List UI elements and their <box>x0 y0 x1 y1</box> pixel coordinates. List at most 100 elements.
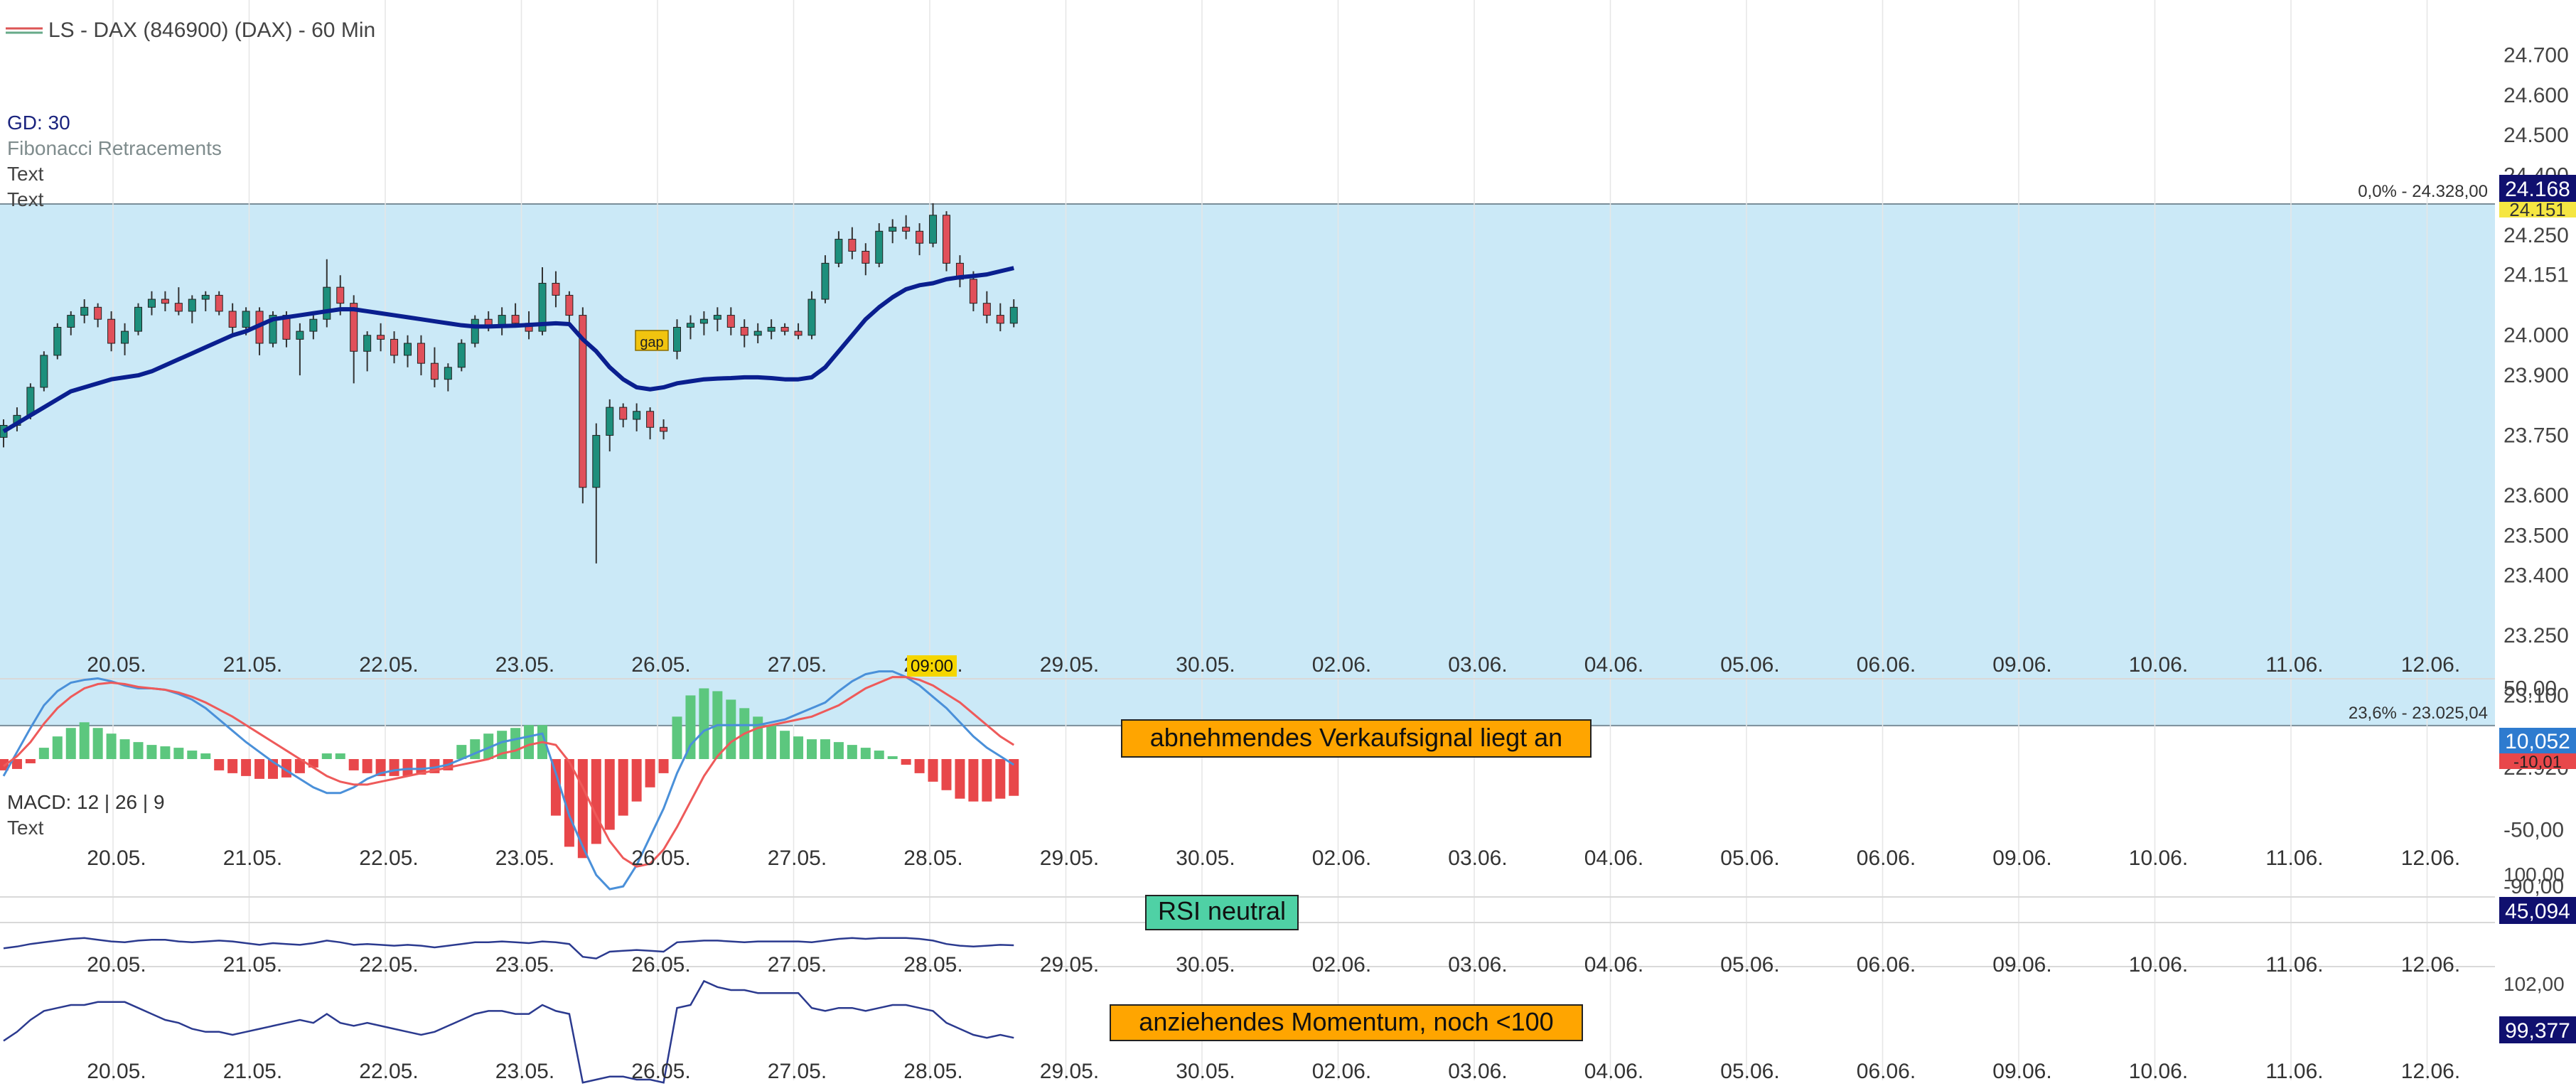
candle <box>673 326 681 352</box>
price-badge-current <box>2499 175 2576 202</box>
macd-histogram-bar <box>982 759 992 802</box>
text-label: Text <box>7 163 44 185</box>
macd-histogram-bar <box>820 739 830 759</box>
momentum-x-tick-label: 03.06. <box>1448 1060 1507 1083</box>
macd-histogram-bar <box>807 739 817 759</box>
candle <box>943 215 950 264</box>
macd-histogram-bar <box>726 699 736 759</box>
price-y-tick-label: 23.250 <box>2503 624 2569 647</box>
candle <box>121 330 129 344</box>
macd-histogram-bar <box>847 745 857 759</box>
macd-x-tick-label: 26.05. <box>631 846 690 870</box>
momentum-badge <box>2499 1016 2576 1043</box>
macd-histogram-bar <box>25 759 36 763</box>
rsi-x-tick-label: 04.06. <box>1584 953 1643 977</box>
macd-histogram-bar <box>604 759 615 830</box>
candle <box>821 262 830 300</box>
price-y-tick-label: 24.250 <box>2503 224 2569 247</box>
signal-line <box>3 676 1015 868</box>
price-x-tick-label: 27.05. <box>768 653 827 677</box>
rsi-badge <box>2499 897 2576 924</box>
momentum-annotation-box <box>1110 1004 1583 1041</box>
macd-histogram-bar <box>887 756 898 759</box>
candle <box>794 330 803 336</box>
candle <box>740 326 748 336</box>
price-x-tick-label: 21.05. <box>223 653 282 677</box>
price-x-tick-label: 30.05. <box>1176 653 1235 677</box>
macd-x-tick-label: 04.06. <box>1584 846 1643 870</box>
macd-badge-text: 10,052 <box>2505 730 2570 753</box>
momentum-x-tick-label: 28.05. <box>903 1060 962 1083</box>
candle <box>916 230 924 244</box>
price-x-tick-label: 12.06. <box>2401 653 2460 677</box>
price-x-tick-label: 29.05. <box>1040 653 1099 677</box>
momentum-x-tick-label: 26.05. <box>631 1060 690 1083</box>
macd-histogram-bar <box>200 753 211 759</box>
candle <box>430 362 439 380</box>
candle <box>996 315 1004 324</box>
momentum-x-tick-label: 09.06. <box>1992 1060 2051 1083</box>
candle <box>807 299 816 336</box>
candle <box>579 315 587 488</box>
macd-x-tick-label: 02.06. <box>1312 846 1371 870</box>
price-x-tick-label: 05.06. <box>1720 653 1779 677</box>
rsi-x-tick-label: 05.06. <box>1720 953 1779 977</box>
candle <box>511 315 520 324</box>
macd-histogram-bar <box>550 759 561 816</box>
price-x-tick-label: 04.06. <box>1584 653 1643 677</box>
macd-text-label: Text <box>7 817 44 839</box>
macd-histogram-bar <box>941 759 952 790</box>
fib-label: Fibonacci Retracements <box>7 137 222 159</box>
rsi-x-tick-label: 27.05. <box>768 953 827 977</box>
candle <box>538 283 547 332</box>
price-y-tick-label: 24.151 <box>2503 264 2569 287</box>
momentum-x-tick-label: 11.06. <box>2265 1060 2323 1083</box>
momentum-x-tick-label: 12.06. <box>2401 1060 2460 1083</box>
candle <box>444 367 452 380</box>
candle <box>848 239 857 252</box>
macd-histogram-bar <box>618 759 628 816</box>
macd-histogram-bar <box>780 731 790 759</box>
macd-histogram-bar <box>416 759 426 775</box>
macd-histogram-bar <box>658 759 669 773</box>
candle <box>107 318 116 344</box>
ma-label: GD: 30 <box>7 112 70 134</box>
macd-x-tick-label: 27.05. <box>768 846 827 870</box>
momentum-x-tick-label: 30.05. <box>1176 1060 1235 1083</box>
price-y-tick-label: 23.100 <box>2503 684 2569 708</box>
candle <box>336 286 345 304</box>
candle <box>982 303 991 316</box>
macd-histogram-bar <box>685 695 696 759</box>
candle <box>350 303 358 352</box>
candle <box>80 306 89 316</box>
candle <box>471 318 479 344</box>
macd-histogram-bar <box>92 728 103 759</box>
gap-label: gap <box>640 335 663 350</box>
macd-x-tick-label: 05.06. <box>1720 846 1779 870</box>
rsi-badge-text: 45,094 <box>2505 900 2570 923</box>
candle <box>767 326 776 332</box>
macd-x-tick-label: 30.05. <box>1176 846 1235 870</box>
rsi-x-tick-label: 10.06. <box>2129 953 2188 977</box>
price-x-tick-label: 03.06. <box>1448 653 1507 677</box>
candle <box>269 315 277 344</box>
macd-histogram-bar <box>227 759 238 773</box>
macd-x-tick-label: 20.05. <box>87 846 146 870</box>
chart-title: LS - DAX (846900) (DAX) - 60 Min <box>48 18 375 42</box>
price-y-tick-label: 23.600 <box>2503 484 2569 507</box>
macd-x-tick-label: 21.05. <box>223 846 282 870</box>
macd-annotation-box <box>1121 719 1592 758</box>
macd-histogram-bar <box>187 751 198 759</box>
macd-badge-secondary <box>2499 753 2576 769</box>
candle <box>592 435 601 488</box>
macd-histogram-bar <box>699 688 709 759</box>
macd-histogram-bar <box>348 759 359 770</box>
candle <box>699 318 708 324</box>
rsi-annotation-box <box>1145 895 1299 930</box>
momentum-line <box>3 979 1014 1084</box>
candle <box>40 355 48 388</box>
macd-x-tick-label: 28.05. <box>903 846 962 870</box>
macd-histogram-bar <box>753 716 763 759</box>
macd-histogram-bar <box>106 733 117 759</box>
